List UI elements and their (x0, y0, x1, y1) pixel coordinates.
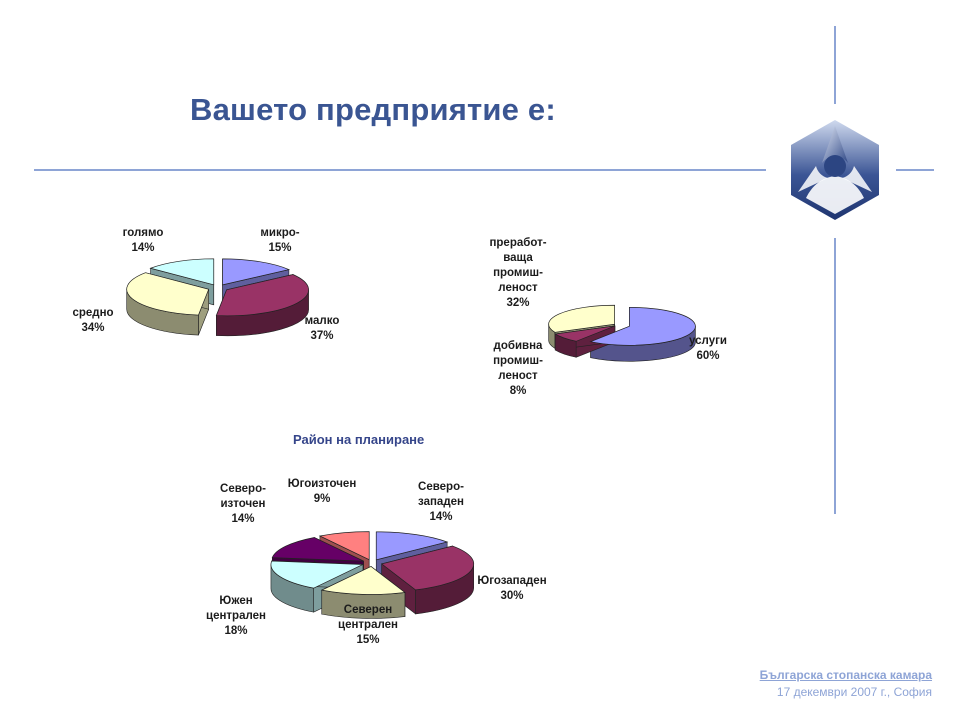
pie-label-3-6: Югоизточен 9% (288, 478, 357, 505)
pie-label-2-2: добивна промиш-леност 8% (493, 340, 543, 397)
pie-slice-2-1 (589, 306, 696, 346)
vertical-divider-top (834, 26, 836, 104)
vertical-divider-bottom (834, 238, 836, 514)
title-divider-left (34, 169, 766, 171)
pie-slice-1-3 (126, 272, 210, 316)
pie-slice-2-2 (554, 325, 616, 342)
footer-organization-link[interactable]: Българска стопанска камара (759, 668, 932, 682)
pie-slice-1-1 (222, 258, 290, 286)
pie-slice-3-1 (375, 531, 449, 561)
footer-date: 17 декември 2007 г., София (776, 685, 932, 699)
pie-label-3-3: Северен централен 15% (338, 604, 398, 646)
pie-slice-2-3 (548, 304, 615, 333)
pie-slice-3-2 (380, 545, 475, 591)
pie-slice-1-2 (215, 274, 309, 317)
pie-slice-3-5 (271, 537, 364, 562)
chart3-title: Район на планиране (293, 432, 425, 447)
pie-label-2-3: преработ-ваща промиш-леност 32% (489, 237, 546, 309)
pie-slice-3-3 (320, 566, 406, 595)
pie-label-3-1: Северо-западен 14% (418, 481, 464, 523)
pie-label-3-5: Северо-източен 14% (220, 483, 266, 525)
pie-label-1-2: малко 37% (305, 315, 340, 342)
pie-slice-1-4 (149, 258, 215, 286)
footer: Българска стопанска камара 17 декември 2… (760, 667, 932, 701)
pie-label-1-1: микро-15% (260, 227, 299, 254)
title-divider-right (896, 169, 934, 171)
pie-label-3-4: Южен централен 18% (206, 595, 266, 637)
pie-slice-3-4 (270, 560, 364, 589)
pie-label-1-4: голямо 14% (123, 227, 164, 254)
pie-chart-3: Северо-западен 14% Югозападен 30% Северен цен… (206, 478, 547, 646)
pie-slice-3-6 (318, 531, 370, 561)
pie-label-1-3: средно 34% (72, 307, 113, 334)
pie-chart-2: услуги 60% добивна промиш-леност 8% преработ-… (489, 237, 727, 397)
pie-label-2-1: услуги 60% (689, 335, 727, 362)
chamber-logo-icon (791, 120, 879, 220)
pie-label-3-2: Югозападен 30% (477, 575, 546, 602)
page-title: Вашето предприятие е: (190, 92, 556, 127)
pie-chart-1: микро-15% малко 37% средно 34% голямо 14% (72, 227, 339, 342)
